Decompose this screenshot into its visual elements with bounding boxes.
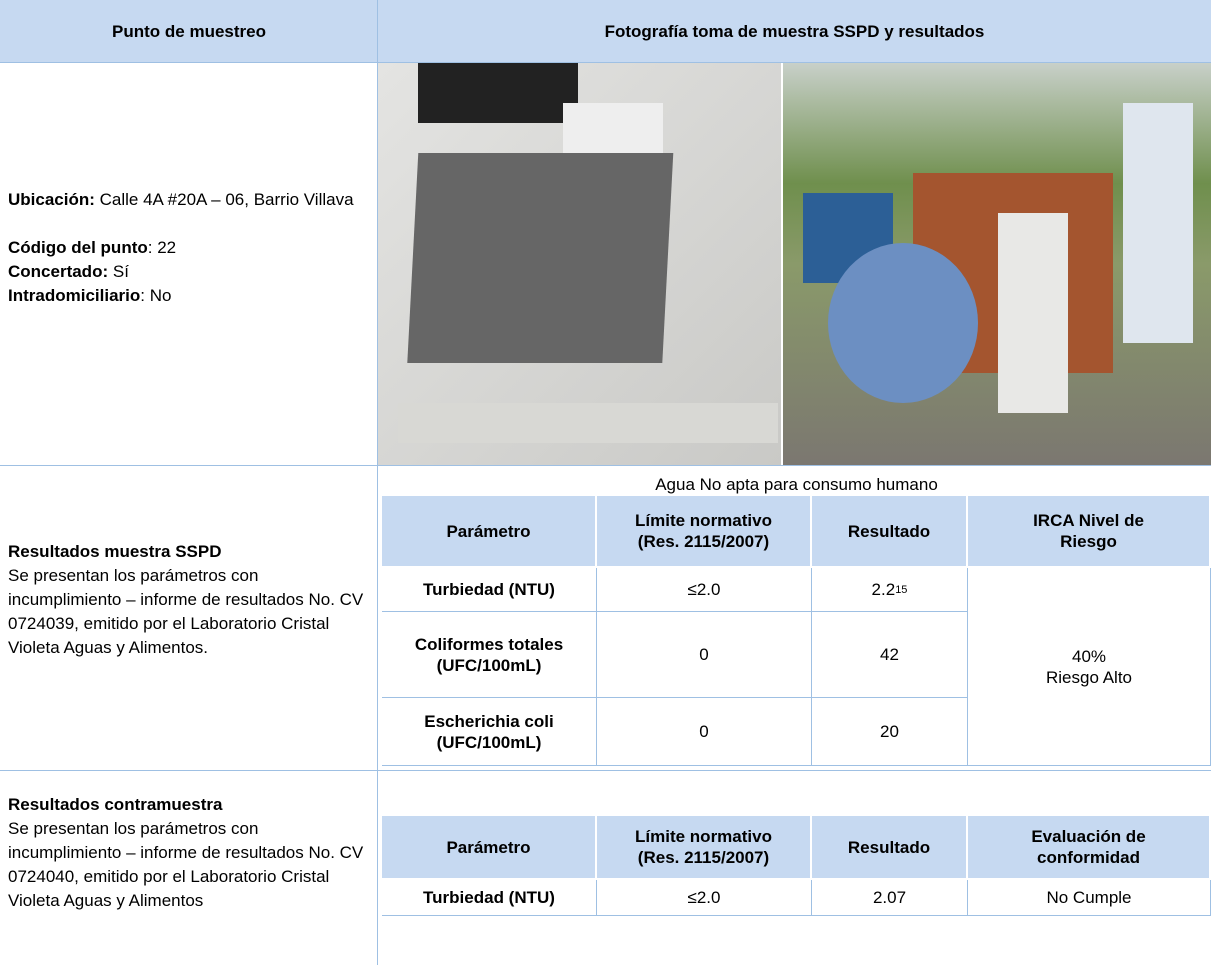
header-cell: Fotografía toma de muestra SSPD y result…	[378, 0, 1211, 62]
value: Sí	[112, 262, 129, 281]
header-text: Fotografía toma de muestra SSPD y result…	[604, 21, 985, 41]
label: Ubicación:	[8, 190, 95, 209]
label: Concertado:	[8, 262, 109, 281]
td: 0	[597, 698, 812, 766]
photo-right	[783, 63, 1211, 465]
th: Resultado	[812, 816, 968, 880]
section-text: Se presentan los parámetros con incumpli…	[8, 819, 364, 910]
header-text: Punto de muestreo	[112, 21, 266, 41]
result: 2.2	[871, 580, 896, 599]
td: 20	[812, 698, 968, 766]
th: Límite normativo (Res. 2115/2007)	[597, 496, 812, 568]
risk: Riesgo Alto	[1046, 667, 1132, 687]
divider	[377, 0, 378, 965]
location-block: Ubicación: Calle 4A #20A – 06, Barrio Vi…	[0, 188, 378, 308]
td: ≤2.0	[597, 568, 812, 612]
photo-left	[378, 63, 781, 465]
th: IRCA Nivel de Riesgo	[968, 496, 1211, 568]
line: Código del punto: 22	[8, 236, 370, 260]
line: Concertado: Sí	[8, 260, 370, 284]
caption: Agua No apta para consumo humano	[655, 474, 938, 494]
divider	[0, 465, 1211, 466]
section-title: Resultados muestra SSPD	[8, 542, 222, 561]
th: Resultado	[812, 496, 968, 568]
td: Turbiedad (NTU)	[382, 568, 597, 612]
th: Parámetro	[382, 816, 597, 880]
irca: 40%	[1071, 646, 1107, 666]
section-text: Se presentan los parámetros con incumpli…	[8, 566, 364, 657]
td: ≤2.0	[597, 880, 812, 916]
td: 2.2 15	[812, 568, 968, 612]
th: Evaluación de conformidad	[968, 816, 1211, 880]
td: Turbiedad (NTU)	[382, 880, 597, 916]
td: Coliformes totales (UFC/100mL)	[382, 612, 597, 698]
td: No Cumple	[968, 880, 1211, 916]
value: : 22	[147, 238, 177, 257]
line: Intradomiciliario: No	[8, 284, 370, 308]
value: : No	[140, 286, 172, 305]
label: Intradomiciliario	[8, 286, 141, 305]
td: Escherichia coli (UFC/100mL)	[382, 698, 597, 766]
photos	[378, 63, 1211, 465]
counter-block: Resultados contramuestra Se presentan lo…	[0, 793, 378, 913]
divider	[0, 770, 1211, 771]
sample-block: Resultados muestra SSPD Se presentan los…	[0, 540, 378, 660]
label: Código del punto	[8, 238, 148, 257]
line: Ubicación: Calle 4A #20A – 06, Barrio Vi…	[8, 188, 370, 212]
td: 0	[597, 612, 812, 698]
section-title: Resultados contramuestra	[8, 795, 223, 814]
td: 40% Riesgo Alto	[968, 568, 1211, 766]
td: 42	[812, 612, 968, 698]
divider	[0, 62, 1211, 63]
th: Parámetro	[382, 496, 597, 568]
th: Límite normativo (Res. 2115/2007)	[597, 816, 812, 880]
value: Calle 4A #20A – 06, Barrio Villava	[99, 190, 354, 209]
td: 2.07	[812, 880, 968, 916]
header-cell: Punto de muestreo	[0, 0, 378, 62]
